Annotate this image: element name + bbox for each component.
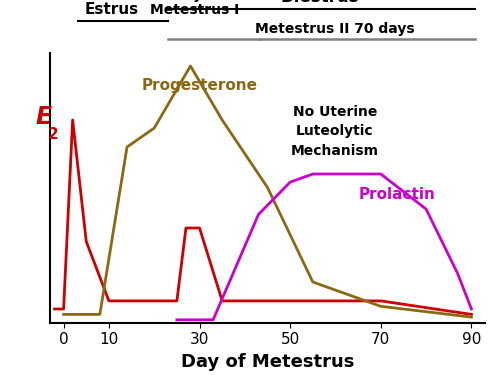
X-axis label: Day of Metestrus: Day of Metestrus (181, 353, 354, 371)
Text: 2: 2 (48, 127, 58, 142)
Text: E: E (35, 105, 51, 129)
Text: Diestrus: Diestrus (281, 0, 359, 6)
Text: Metestrus II 70 days: Metestrus II 70 days (255, 22, 415, 36)
Text: 20 day
Metestrus I: 20 day Metestrus I (150, 0, 240, 17)
Text: Prolactin: Prolactin (358, 187, 435, 202)
Text: Progesterone: Progesterone (142, 78, 258, 93)
Text: Estrus: Estrus (85, 2, 139, 17)
Text: No Uterine
Luteolytic
Mechanism: No Uterine Luteolytic Mechanism (291, 105, 379, 158)
